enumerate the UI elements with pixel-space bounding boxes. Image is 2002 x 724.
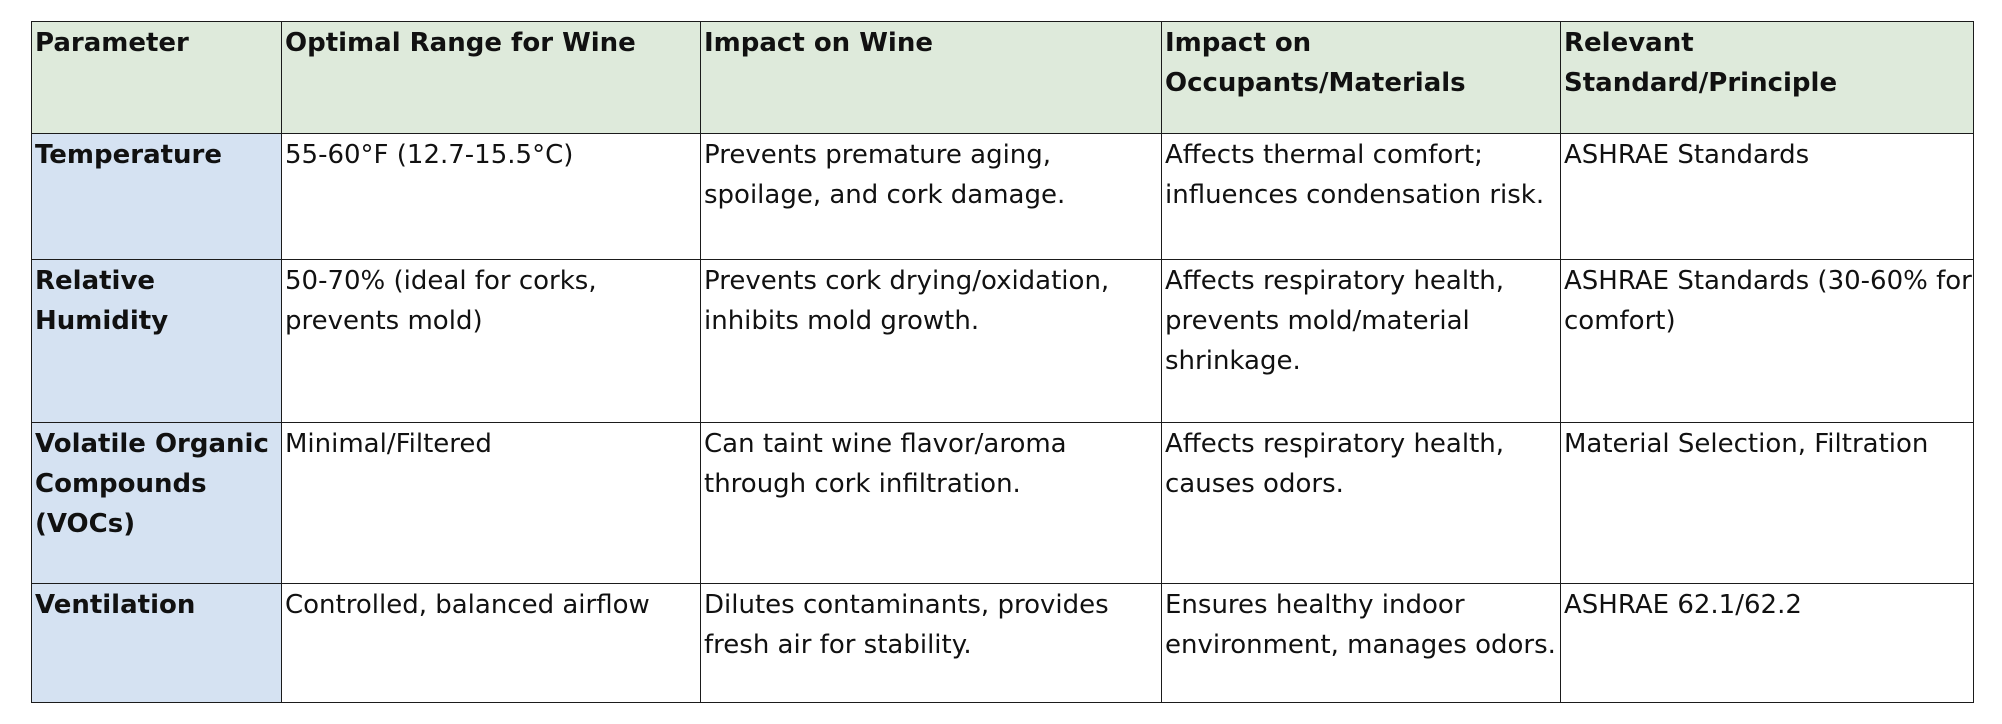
- table-row: Volatile Organic Compounds (VOCs) Minima…: [31, 422, 1974, 584]
- impact-on-wine-cell: Prevents cork drying/oxidation, inhibits…: [700, 259, 1162, 423]
- optimal-range-cell: Controlled, balanced airflow: [281, 583, 701, 703]
- standard-cell: ASHRAE Standards: [1560, 133, 1974, 260]
- impact-on-wine-cell: Dilutes contaminants, provides fresh air…: [700, 583, 1162, 703]
- table-row: Ventilation Controlled, balanced airflow…: [31, 583, 1974, 703]
- parameter-cell: Volatile Organic Compounds (VOCs): [31, 422, 282, 584]
- optimal-range-cell: 55-60°F (12.7-15.5°C): [281, 133, 701, 260]
- table-row: Temperature 55-60°F (12.7-15.5°C) Preven…: [31, 133, 1974, 260]
- wine-storage-parameters-table: Parameter Optimal Range for Wine Impact …: [31, 21, 1974, 703]
- table-header-row: Parameter Optimal Range for Wine Impact …: [31, 21, 1974, 134]
- parameter-cell: Relative Humidity: [31, 259, 282, 423]
- optimal-range-cell: 50-70% (ideal for corks, prevents mold): [281, 259, 701, 423]
- impact-on-wine-cell: Prevents premature aging, spoilage, and …: [700, 133, 1162, 260]
- impact-on-occupants-cell: Affects respiratory health, prevents mol…: [1161, 259, 1561, 423]
- header-parameter: Parameter: [31, 21, 282, 134]
- table-container: Parameter Optimal Range for Wine Impact …: [31, 21, 1974, 703]
- standard-cell: ASHRAE 62.1/62.2: [1560, 583, 1974, 703]
- header-impact-on-occupants: Impact on Occupants/Materials: [1161, 21, 1561, 134]
- header-relevant-standard: Relevant Standard/Principle: [1560, 21, 1974, 134]
- table-row: Relative Humidity 50-70% (ideal for cork…: [31, 259, 1974, 423]
- impact-on-occupants-cell: Affects respiratory health, causes odors…: [1161, 422, 1561, 584]
- parameter-cell: Ventilation: [31, 583, 282, 703]
- header-impact-on-wine: Impact on Wine: [700, 21, 1162, 134]
- standard-cell: Material Selection, Filtration: [1560, 422, 1974, 584]
- impact-on-occupants-cell: Affects thermal comfort; influences cond…: [1161, 133, 1561, 260]
- parameter-cell: Temperature: [31, 133, 282, 260]
- standard-cell: ASHRAE Standards (30-60% for comfort): [1560, 259, 1974, 423]
- header-optimal-range: Optimal Range for Wine: [281, 21, 701, 134]
- impact-on-wine-cell: Can taint wine flavor/aroma through cork…: [700, 422, 1162, 584]
- optimal-range-cell: Minimal/Filtered: [281, 422, 701, 584]
- impact-on-occupants-cell: Ensures healthy indoor environment, mana…: [1161, 583, 1561, 703]
